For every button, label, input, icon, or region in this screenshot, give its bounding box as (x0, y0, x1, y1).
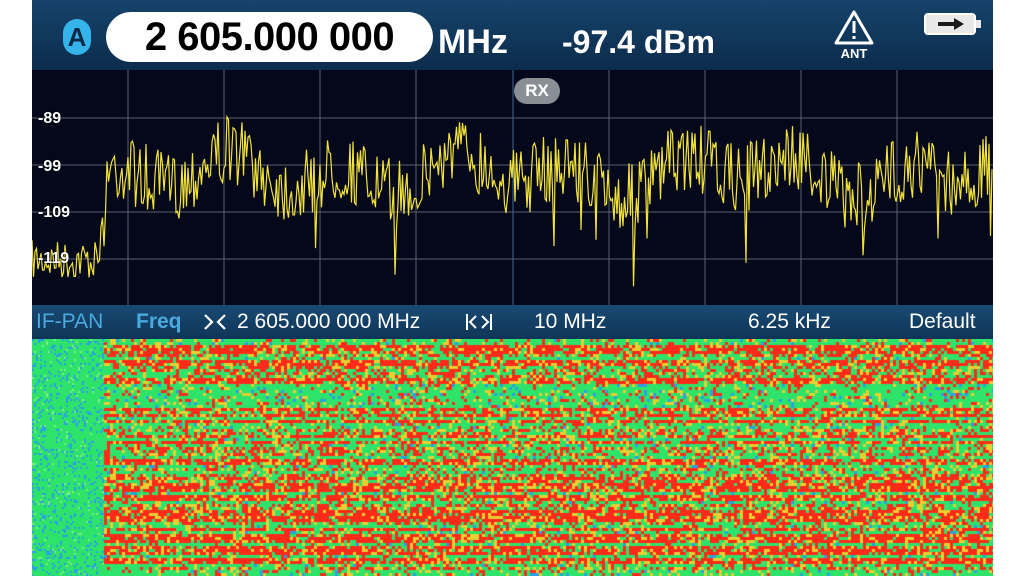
spectrum-display[interactable]: -89 -99 -109 -119 RX (32, 70, 993, 305)
y-label-3: -109 (38, 204, 71, 221)
warning-triangle-icon (834, 10, 874, 45)
ifpan-info-bar: IF-PAN Freq 2 605.000 000 MHz 10 MHz 6.2… (32, 305, 993, 339)
resolution-value[interactable]: 6.25 kHz (748, 310, 831, 333)
y-label-bottom: -119 (38, 250, 70, 267)
waterfall-display[interactable] (32, 339, 993, 576)
antenna-label: ANT (840, 46, 868, 61)
frequency-unit: MHz (438, 23, 508, 61)
battery-charging-icon (924, 13, 981, 35)
level-readout: -97.4 dBm (562, 24, 715, 60)
y-label-top: -89 (38, 110, 62, 127)
preset-value[interactable]: Default (909, 310, 976, 333)
spectrum-trace (32, 114, 993, 287)
antenna-warning[interactable]: ANT (832, 10, 876, 62)
y-label-2: -99 (38, 158, 62, 175)
span-value[interactable]: 10 MHz (534, 310, 607, 333)
span-icon (464, 305, 494, 350)
receiver-display: A 2 605.000 000 MHz -97.4 dBm ANT -89 -9… (32, 0, 993, 576)
frequency-field[interactable]: 2 605.000 000 (106, 12, 433, 62)
channel-badge[interactable]: A (63, 19, 91, 55)
status-bar: A 2 605.000 000 MHz -97.4 dBm ANT (32, 0, 993, 70)
mode-label[interactable]: IF-PAN (36, 310, 104, 333)
rx-marker[interactable]: RX (514, 78, 560, 104)
center-frequency-value[interactable]: 2 605.000 000 MHz (237, 310, 421, 333)
center-frequency-icon (202, 305, 228, 350)
spectrum-plot (32, 70, 993, 305)
tab-freq[interactable]: Freq (136, 310, 182, 333)
